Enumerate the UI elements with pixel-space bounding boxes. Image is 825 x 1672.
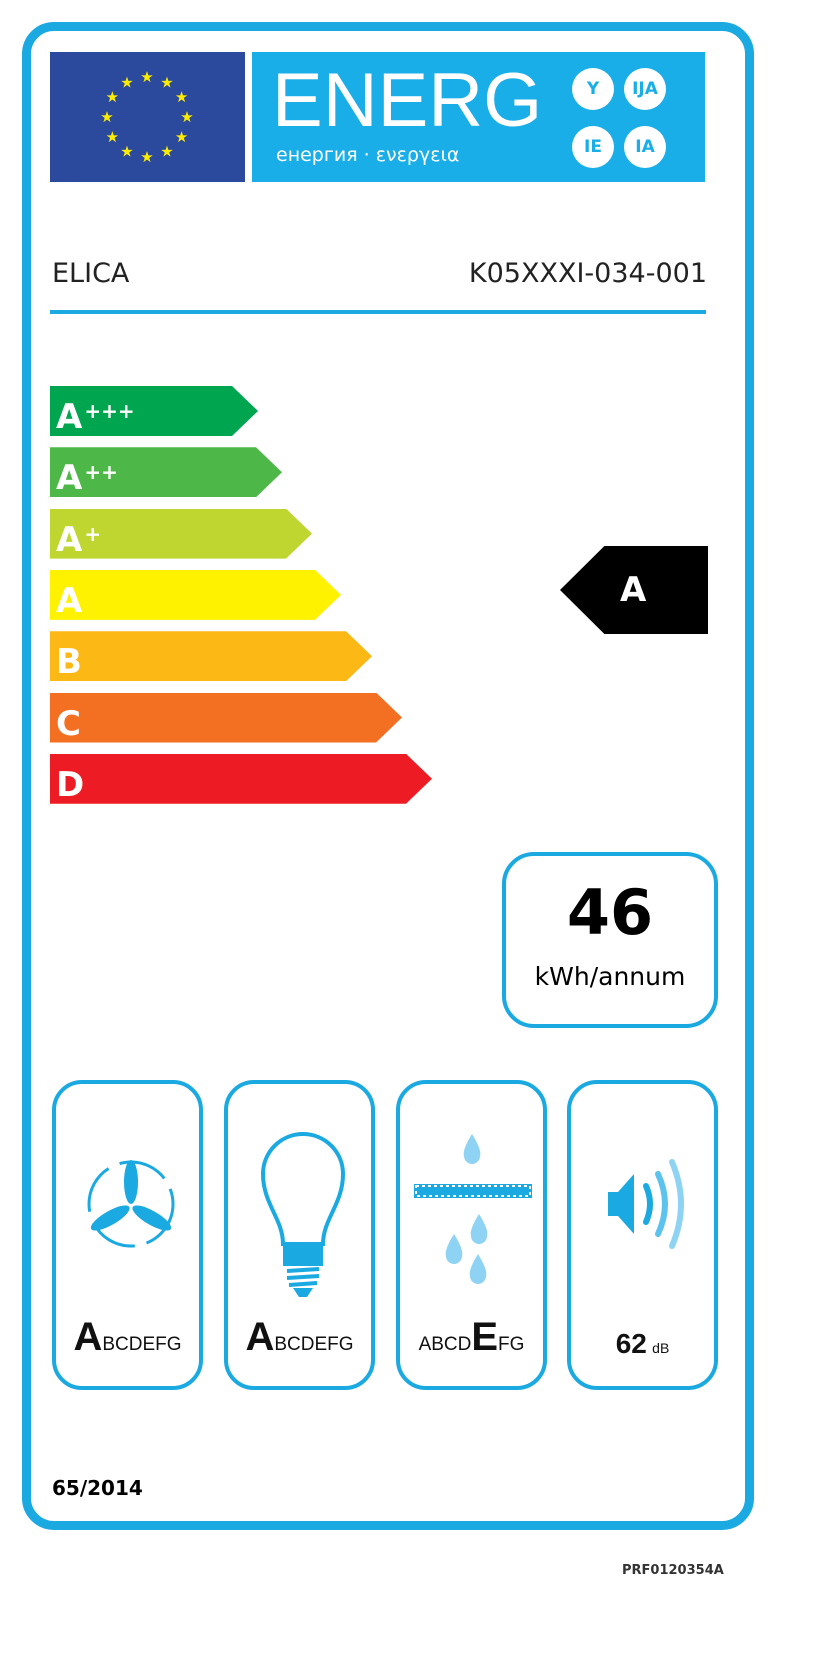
energy-class-arrow: D [50, 753, 432, 805]
suffix-ia: IA [624, 126, 666, 168]
energ-title: ENERG [272, 58, 543, 143]
class-letter: A [56, 397, 83, 437]
divider [50, 310, 706, 314]
label-frame [22, 22, 754, 1530]
regulation-number: 65/2014 [52, 1476, 143, 1500]
star-icon: ★ [106, 128, 119, 146]
lighting-box: ABCDEFG [224, 1080, 375, 1390]
class-plus: ++ [84, 460, 118, 485]
fluid-dynamic-box: ABCDEFG [52, 1080, 203, 1390]
model-identifier: K05XXXI-034-001 [468, 258, 707, 289]
class-letter: A [56, 458, 83, 499]
class-letter: B [56, 642, 82, 683]
supplier-name: ELICA [52, 258, 130, 289]
star-icon: ★ [180, 108, 193, 126]
suffix-y: Y [572, 68, 614, 110]
lighting-class: ABCDEFG [245, 1315, 354, 1359]
label-code: PRF0120354A [622, 1563, 724, 1578]
class-plus: + [84, 521, 102, 546]
fluid-dynamic-class: ABCDEFG [73, 1315, 182, 1359]
star-icon: ★ [160, 73, 173, 91]
eu-flag-icon: ★ ★ ★ ★ ★ ★ ★ ★ ★ ★ ★ ★ [50, 52, 245, 182]
energy-class-arrow: C [50, 692, 402, 744]
fan-icon [87, 1160, 175, 1248]
star-icon: ★ [140, 148, 153, 166]
class-letter: A [56, 519, 83, 560]
lightbulb-icon [260, 1132, 346, 1297]
speaker-icon [608, 1159, 684, 1249]
energy-banner: ENERG енергия · ενεργεια Y IJA IE IA [252, 52, 705, 182]
noise-level: 62 dB [615, 1328, 670, 1359]
grease-filtering-box: ABCDEFG [396, 1080, 547, 1390]
class-plus: +++ [84, 399, 135, 423]
noise-box: 62 dB [567, 1080, 718, 1390]
star-icon: ★ [100, 108, 113, 126]
energy-class-arrow: A +++ [50, 386, 258, 436]
star-icon: ★ [120, 143, 133, 161]
grease-filtering-class: ABCDEFG [418, 1315, 525, 1359]
class-letter: A [56, 580, 83, 621]
star-icon: ★ [175, 88, 188, 106]
energy-class-arrow: B [50, 631, 372, 683]
consumption-unit: kWh/annum [534, 962, 686, 991]
class-letter: D [56, 764, 85, 805]
star-icon: ★ [160, 143, 173, 161]
energy-class-arrow: A ++ [50, 447, 282, 499]
suffix-ie: IE [572, 126, 614, 168]
consumption-value: 46 [566, 876, 654, 949]
energy-class-arrow: A [50, 569, 341, 621]
star-icon: ★ [106, 88, 119, 106]
energy-class-arrow: A + [50, 508, 312, 560]
class-letter: C [56, 703, 81, 744]
star-icon: ★ [140, 68, 153, 86]
consumption-box: 46 kWh/annum [502, 852, 718, 1028]
star-icon: ★ [175, 128, 188, 146]
star-icon: ★ [120, 73, 133, 91]
energ-subtitle: енергия · ενεργεια [276, 144, 460, 166]
grease-filter-icon [414, 1134, 532, 1284]
suffix-ija: IJA [624, 68, 666, 110]
